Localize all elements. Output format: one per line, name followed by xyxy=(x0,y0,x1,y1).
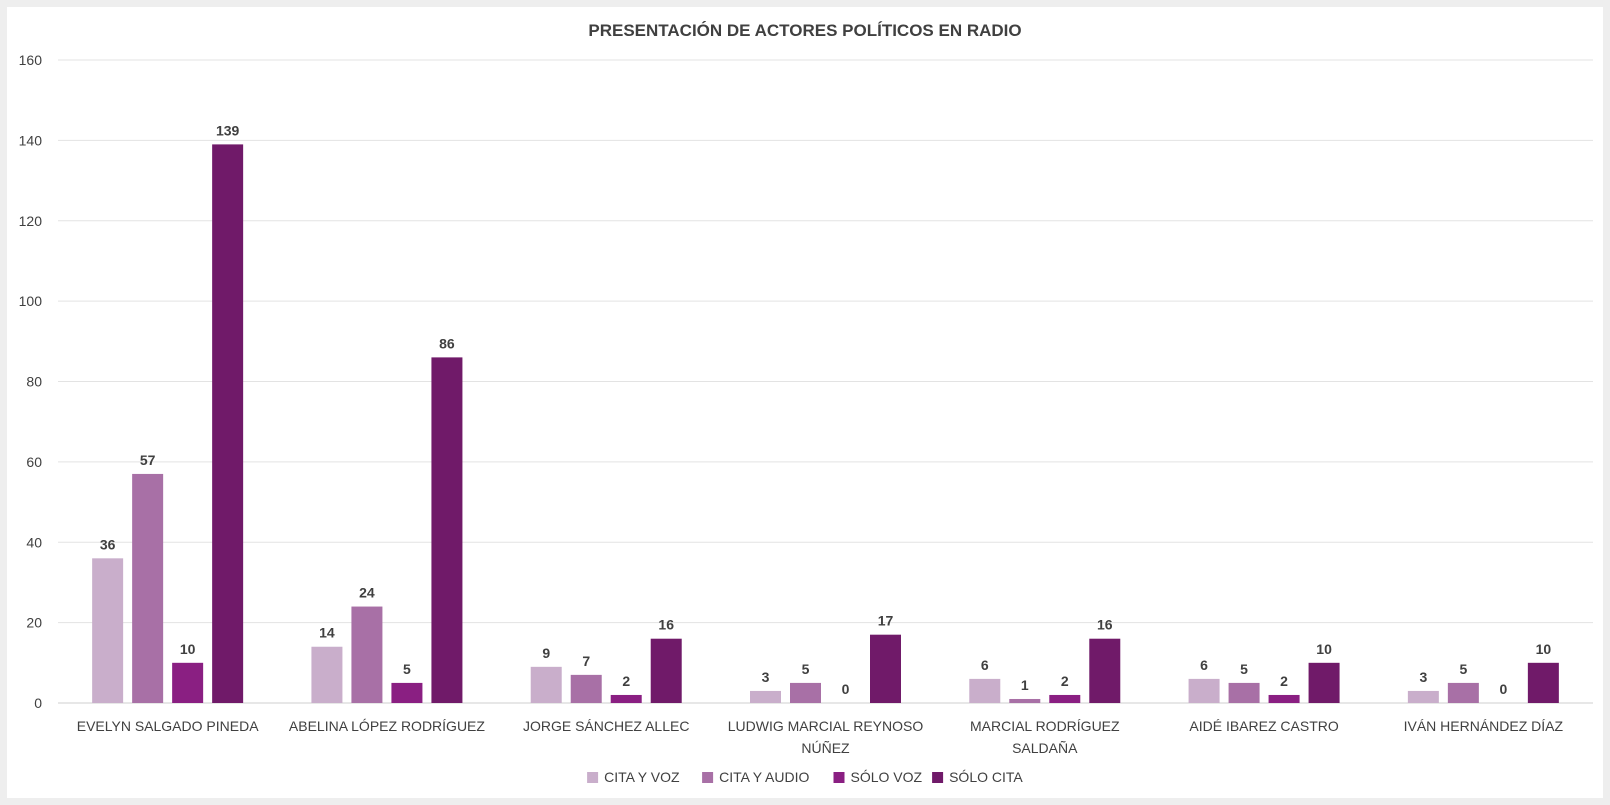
bar xyxy=(1188,678,1220,703)
y-tick-label: 160 xyxy=(19,52,43,68)
data-label: 5 xyxy=(1240,661,1248,677)
bar xyxy=(1308,662,1340,703)
bar xyxy=(1089,638,1121,703)
data-label: 5 xyxy=(403,661,411,677)
bar xyxy=(132,473,164,703)
legend-swatch xyxy=(932,772,944,783)
data-label: 1 xyxy=(1021,677,1029,693)
x-tick-label: ABELINA LÓPEZ RODRÍGUEZ xyxy=(289,718,485,734)
data-label: 16 xyxy=(1097,617,1113,633)
bar xyxy=(790,682,821,703)
data-label: 9 xyxy=(542,645,550,661)
data-label: 10 xyxy=(1536,641,1552,657)
bar xyxy=(351,606,383,703)
legend-label: SÓLO VOZ xyxy=(851,769,923,785)
chart-title: PRESENTACIÓN DE ACTORES POLÍTICOS EN RAD… xyxy=(588,21,1021,40)
y-tick-label: 140 xyxy=(19,132,43,148)
data-label: 17 xyxy=(878,613,894,629)
x-tick-label: MARCIAL RODRÍGUEZ xyxy=(970,718,1120,734)
bar xyxy=(1447,682,1479,703)
bar xyxy=(650,638,682,703)
y-axis: 0 20 40 60 80 100 120 140 160 xyxy=(19,52,43,711)
bar xyxy=(1009,698,1041,703)
data-label: 0 xyxy=(842,681,850,697)
bar xyxy=(530,666,562,703)
bar xyxy=(92,558,124,703)
bar xyxy=(311,646,343,703)
data-label: 2 xyxy=(1061,673,1069,689)
bar xyxy=(610,694,642,703)
x-tick-label: LUDWIG MARCIAL REYNOSO xyxy=(728,718,924,734)
x-tick-label: SALDAÑA xyxy=(1012,740,1078,756)
bar xyxy=(212,144,244,704)
bar xyxy=(1049,694,1081,703)
y-tick-label: 40 xyxy=(26,534,42,550)
data-label: 3 xyxy=(1419,669,1427,685)
x-tick-label: EVELYN SALGADO PINEDA xyxy=(77,718,259,734)
data-label: 3 xyxy=(762,669,770,685)
x-tick-label: AIDÉ IBAREZ CASTRO xyxy=(1189,718,1338,734)
data-label: 16 xyxy=(658,617,674,633)
data-label: 0 xyxy=(1499,681,1507,697)
data-label: 6 xyxy=(981,657,989,673)
data-label: 139 xyxy=(216,122,240,138)
y-tick-label: 20 xyxy=(26,615,42,631)
bar xyxy=(172,662,204,703)
legend-label: CITA Y VOZ xyxy=(604,769,680,785)
x-tick-label: IVÁN HERNÁNDEZ DÍAZ xyxy=(1404,718,1564,734)
data-label: 57 xyxy=(140,452,156,468)
y-tick-label: 60 xyxy=(26,454,42,470)
bar xyxy=(431,357,463,703)
data-label: 10 xyxy=(180,641,196,657)
data-label: 14 xyxy=(319,625,335,641)
bars xyxy=(92,144,1559,704)
legend-swatch xyxy=(587,772,599,783)
bar xyxy=(570,674,602,703)
y-tick-label: 120 xyxy=(19,213,43,229)
y-tick-label: 80 xyxy=(26,374,42,390)
bar xyxy=(1268,694,1300,703)
x-tick-label: NÚÑEZ xyxy=(801,740,850,756)
data-label: 6 xyxy=(1200,657,1208,673)
data-label: 2 xyxy=(622,673,630,689)
x-axis: EVELYN SALGADO PINEDA ABELINA LÓPEZ RODRÍ… xyxy=(77,718,1564,756)
data-label: 7 xyxy=(582,653,590,669)
legend-label: SÓLO CITA xyxy=(949,769,1023,785)
bar xyxy=(969,678,1001,703)
data-label: 2 xyxy=(1280,673,1288,689)
bar xyxy=(1228,682,1260,703)
bar xyxy=(391,682,423,703)
data-label: 36 xyxy=(100,536,116,552)
legend: CITA Y VOZ CITA Y AUDIO SÓLO VOZ SÓLO CITA xyxy=(587,769,1023,785)
legend-swatch xyxy=(702,772,714,783)
bar xyxy=(870,634,901,703)
data-labels: 36 57 10 139 14 24 5 86 9 7 2 16 3 5 0 17 6 1 2 16 6 5 2 10 3 5 0 1… xyxy=(100,122,1552,697)
legend-label: CITA Y AUDIO xyxy=(719,769,809,785)
bar xyxy=(1527,662,1559,703)
data-label: 86 xyxy=(439,335,455,351)
data-label: 10 xyxy=(1316,641,1332,657)
gridlines xyxy=(58,59,1593,704)
bar xyxy=(750,690,781,703)
y-tick-label: 100 xyxy=(19,293,43,309)
legend-swatch xyxy=(833,772,845,783)
data-label: 5 xyxy=(1459,661,1467,677)
bar xyxy=(1407,690,1439,703)
data-label: 24 xyxy=(359,585,375,601)
data-label: 5 xyxy=(802,661,810,677)
x-tick-label: JORGE SÁNCHEZ ALLEC xyxy=(523,718,690,734)
y-tick-label: 0 xyxy=(34,695,42,711)
